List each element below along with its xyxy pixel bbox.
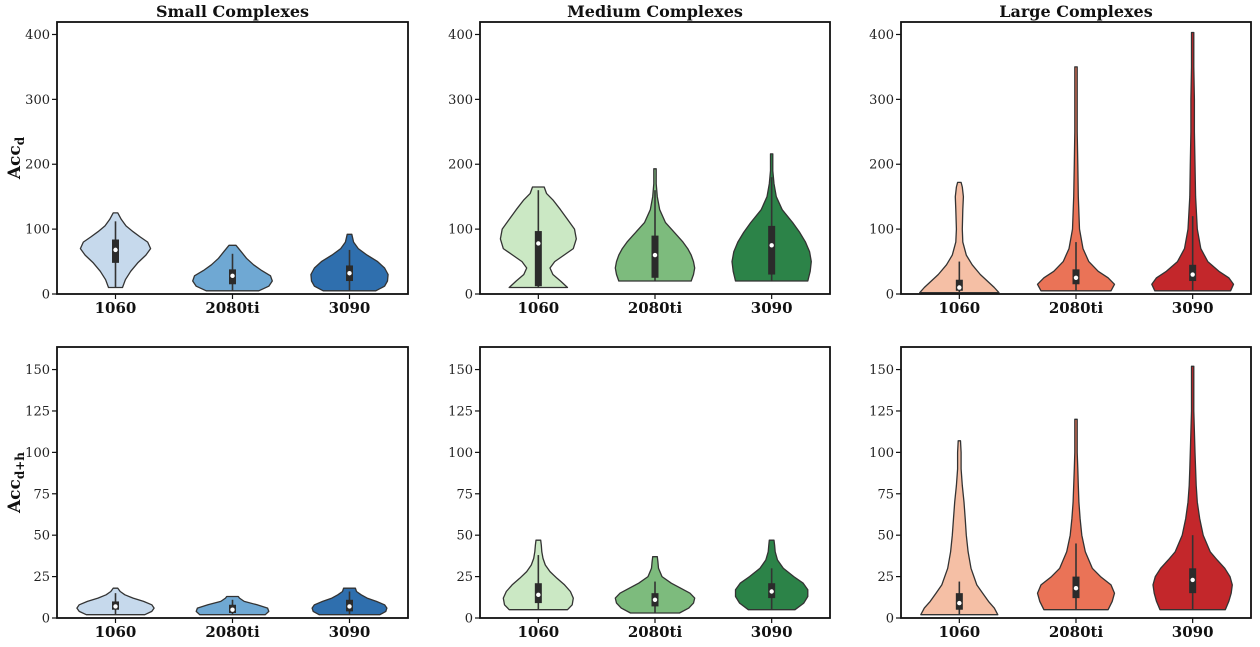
y-tick-label: 25 xyxy=(33,570,50,585)
median-point-2080ti xyxy=(1073,275,1079,280)
y-axis-label: Accd+h xyxy=(5,452,27,514)
median-point-3090 xyxy=(769,589,774,594)
violin-3090 xyxy=(1151,31,1235,292)
panel-title: Medium Complexes xyxy=(567,2,743,21)
x-tick-label: 1060 xyxy=(95,299,137,317)
x-tick-label: 3090 xyxy=(329,299,371,317)
median-point-2080ti xyxy=(1073,585,1079,591)
y-tick-label: 0 xyxy=(42,612,50,627)
x-tick-label: 1060 xyxy=(95,623,137,641)
iqr-box-1060 xyxy=(534,231,542,287)
y-tick-label: 150 xyxy=(448,363,473,378)
y-tick-label: 200 xyxy=(448,158,473,173)
y-tick-label: 300 xyxy=(448,93,473,108)
iqr-box-1060 xyxy=(955,279,963,291)
median-point-3090 xyxy=(1190,577,1195,583)
y-tick-label: 100 xyxy=(869,223,894,238)
x-tick-label: 2080ti xyxy=(205,299,260,317)
x-tick-label: 2080ti xyxy=(1049,623,1104,641)
violin-1060 xyxy=(920,440,999,616)
median-point-1060 xyxy=(113,604,118,609)
y-tick-label: 100 xyxy=(448,446,473,461)
y-tick-label: 125 xyxy=(448,404,473,419)
median-point-2080ti xyxy=(652,252,658,258)
y-tick-label: 400 xyxy=(448,28,473,43)
y-tick-label: 125 xyxy=(25,404,50,419)
y-tick-label: 50 xyxy=(456,529,473,544)
median-point-1060 xyxy=(113,247,118,253)
y-tick-label: 100 xyxy=(869,446,894,461)
x-tick-label: 2080ti xyxy=(1049,299,1104,317)
y-tick-label: 50 xyxy=(877,529,894,544)
y-tick-label: 150 xyxy=(25,363,50,378)
median-point-2080ti xyxy=(230,273,235,279)
y-tick-label: 0 xyxy=(42,288,50,303)
x-tick-label: 1060 xyxy=(938,623,980,641)
y-tick-label: 400 xyxy=(869,28,894,43)
y-tick-label: 25 xyxy=(456,570,473,585)
iqr-box-3090 xyxy=(768,225,776,275)
violin-1060 xyxy=(919,181,1000,294)
median-point-3090 xyxy=(1190,272,1195,277)
x-tick-label: 1060 xyxy=(938,299,980,317)
y-tick-label: 75 xyxy=(456,487,473,502)
median-point-2080ti xyxy=(652,597,658,602)
y-tick-label: 0 xyxy=(465,288,473,303)
x-tick-label: 2080ti xyxy=(205,623,260,641)
panel-6: 0 25 50 75 100 125 150 1060 2080ti 3090 xyxy=(869,346,1252,641)
y-tick-label: 200 xyxy=(25,158,50,173)
y-axis-label-subscript: d+h xyxy=(13,452,27,479)
panel-2: 0 100 200 300 400 1060 2080ti 3090 Medium Comple… xyxy=(448,2,831,317)
y-tick-label: 125 xyxy=(869,404,894,419)
y-tick-label: 150 xyxy=(869,363,894,378)
y-tick-label: 100 xyxy=(25,223,50,238)
y-tick-label: 0 xyxy=(886,288,894,303)
panel-title: Large Complexes xyxy=(999,2,1153,21)
y-tick-label: 100 xyxy=(448,223,473,238)
y-tick-label: 400 xyxy=(25,28,50,43)
y-tick-label: 50 xyxy=(33,529,50,544)
violin-3090 xyxy=(1152,365,1233,611)
x-tick-label: 3090 xyxy=(751,623,793,641)
median-point-3090 xyxy=(769,243,774,248)
panel-1: 0 100 200 300 400 1060 2080ti 3090 Small Complex… xyxy=(5,2,409,317)
y-tick-label: 75 xyxy=(33,487,50,502)
y-axis-label-subscript: d xyxy=(13,136,27,145)
x-tick-label: 1060 xyxy=(517,299,559,317)
median-point-1060 xyxy=(536,592,541,598)
median-point-3090 xyxy=(347,604,352,609)
x-tick-label: 3090 xyxy=(751,299,793,317)
y-tick-label: 300 xyxy=(25,93,50,108)
axes-frame xyxy=(56,346,409,619)
median-point-2080ti xyxy=(230,607,235,612)
x-tick-label: 3090 xyxy=(1172,299,1214,317)
x-tick-label: 2080ti xyxy=(628,623,683,641)
y-tick-label: 75 xyxy=(877,487,894,502)
panel-3: 0 100 200 300 400 1060 2080ti 3090 Large Complex… xyxy=(869,2,1252,317)
violin-2080ti xyxy=(1036,418,1116,611)
panel-5: 0 25 50 75 100 125 150 1060 2080ti 3090 xyxy=(448,346,831,641)
y-tick-label: 300 xyxy=(869,93,894,108)
median-point-1060 xyxy=(957,600,962,606)
violin-2080ti xyxy=(1036,66,1116,292)
median-point-1060 xyxy=(957,285,962,290)
panel-4: 0 25 50 75 100 125 150 1060 2080ti 3090 Accd+h xyxy=(5,346,409,641)
y-tick-label: 100 xyxy=(25,446,50,461)
y-tick-label: 200 xyxy=(869,158,894,173)
y-tick-label: 0 xyxy=(465,612,473,627)
x-tick-label: 3090 xyxy=(329,623,371,641)
x-tick-label: 3090 xyxy=(1172,623,1214,641)
y-axis-label: Accd xyxy=(5,136,27,180)
median-point-3090 xyxy=(347,271,352,276)
panel-title: Small Complexes xyxy=(156,2,309,21)
x-tick-label: 2080ti xyxy=(628,299,683,317)
median-point-1060 xyxy=(536,241,541,246)
x-tick-label: 1060 xyxy=(517,623,559,641)
y-tick-label: 25 xyxy=(877,570,894,585)
y-tick-label: 0 xyxy=(886,612,894,627)
